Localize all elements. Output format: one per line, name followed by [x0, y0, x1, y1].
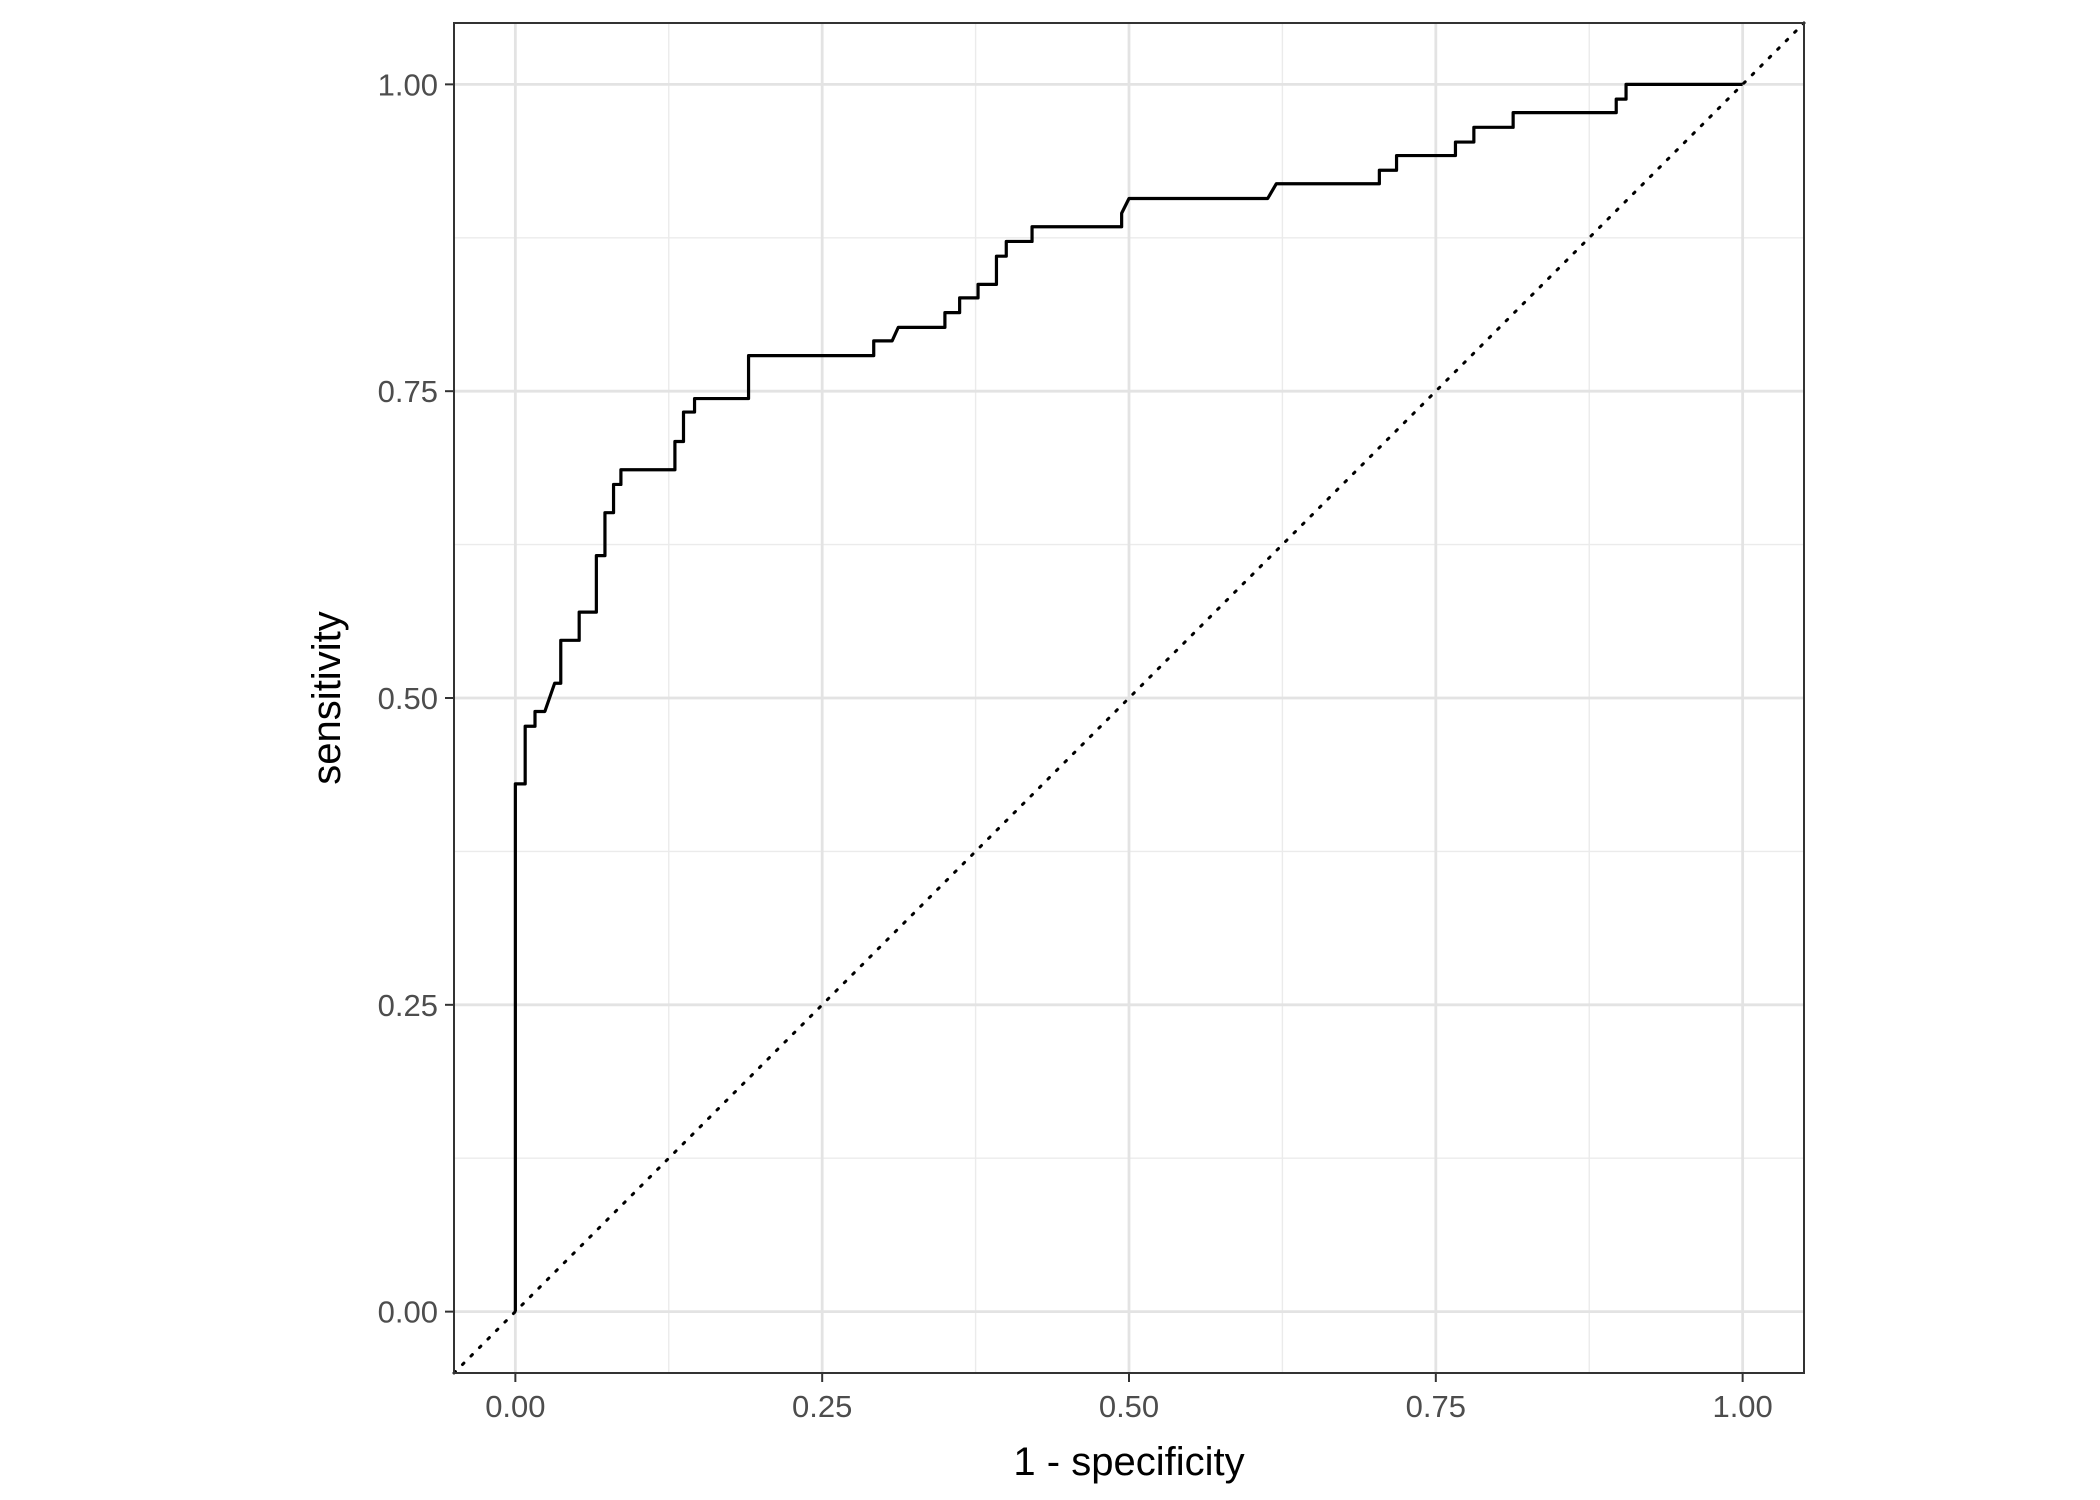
x-tick-label: 0.00: [485, 1389, 545, 1424]
y-tick-label: 0.00: [378, 1295, 438, 1330]
x-tick-label: 0.50: [1099, 1389, 1159, 1424]
y-tick-label: 1.00: [378, 67, 438, 102]
x-tick-label: 0.25: [792, 1389, 852, 1424]
y-tick-label: 0.25: [378, 988, 438, 1023]
y-axis-title: sensitivity: [305, 611, 349, 784]
y-axis: 0.00 0.25 0.50 0.75 1.00: [378, 67, 454, 1330]
series-layer: [452, 21, 1806, 1375]
x-axis: 0.00 0.25 0.50 0.75 1.00: [485, 1373, 1773, 1424]
x-tick-label: 0.75: [1406, 1389, 1466, 1424]
x-axis-title: 1 - specificity: [1013, 1440, 1244, 1484]
y-tick-label: 0.50: [378, 681, 438, 716]
roc-curve-line: [513, 82, 1743, 1312]
major-grid: [454, 23, 1804, 1373]
x-tick-label: 1.00: [1712, 1389, 1772, 1424]
y-tick-label: 0.75: [378, 374, 438, 409]
